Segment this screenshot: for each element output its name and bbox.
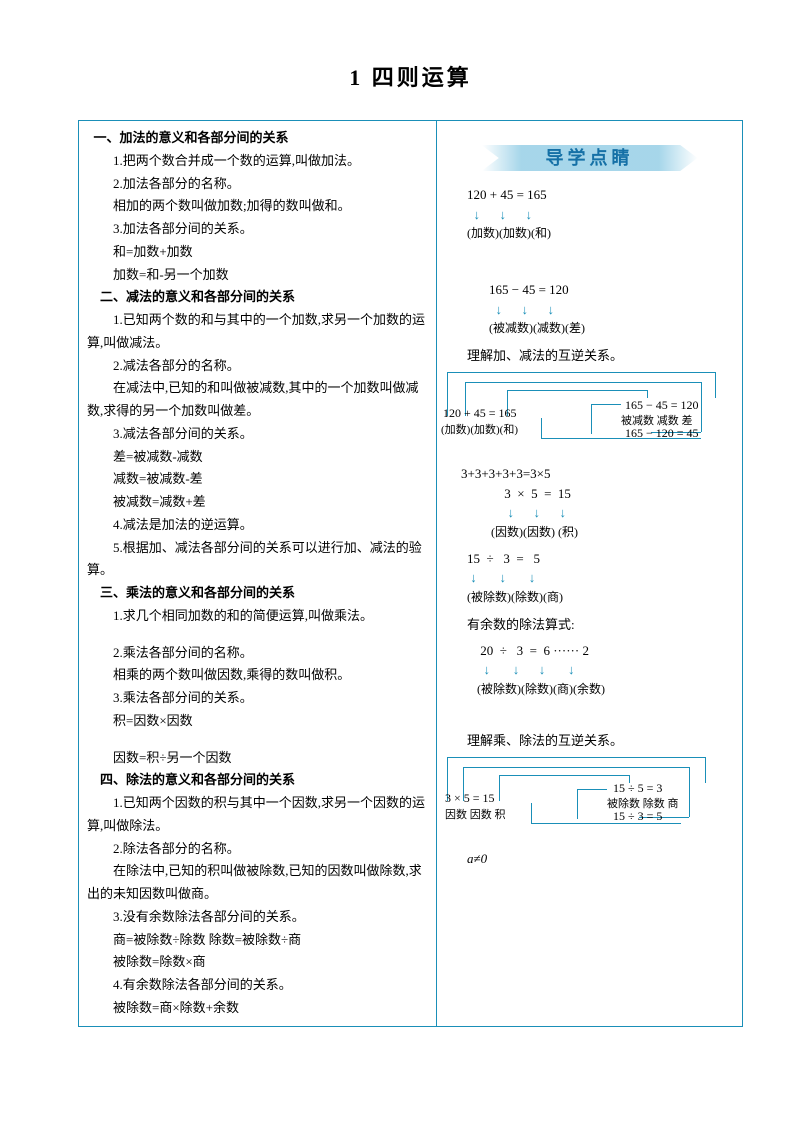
sub-eq: 165 − 45 = 120 — [489, 280, 738, 300]
s4-2b: 在除法中,已知的积叫做被除数,已知的因数叫做除数,求出的未知因数叫做商。 — [87, 860, 428, 906]
mul-eq: 3 × 5 = 15 — [501, 484, 738, 504]
subtraction-example: 165 − 45 = 120 ↓ ↓ ↓ (被减数)(减数)(差) — [489, 280, 738, 337]
s3-1: 1.求几个相同加数的和的简便运算,叫做乘法。 — [87, 605, 428, 628]
arrow-row: ↓ ↓ ↓ — [501, 503, 738, 523]
s2-2: 2.减法各部分的名称。 — [87, 355, 428, 378]
s2-4: 4.减法是加法的逆运算。 — [87, 514, 428, 537]
s2-2b: 在减法中,已知的和叫做被减数,其中的一个加数叫做减数,求得的另一个加数叫做差。 — [87, 377, 428, 423]
s1-3b: 和=加数+加数 — [87, 241, 428, 264]
s4-3: 3.没有余数除法各部分间的关系。 — [87, 906, 428, 929]
inverse-muldiv-diagram: 3 × 5 = 15 因数 因数 积 15 ÷ 5 = 3 被除数 除数 商 1… — [441, 751, 738, 841]
right-column: 导学点睛 120 + 45 = 165 ↓ ↓ ↓ (加数)(加数)(和) 16… — [437, 121, 742, 1026]
page-title: 1 四则运算 — [78, 60, 743, 92]
section-4-head: 四、除法的意义和各部分间的关系 — [87, 769, 428, 792]
div-labels: (被除数)(除数)(商) — [467, 588, 738, 606]
arrow-row: ↓ ↓ ↓ — [467, 205, 738, 225]
d2-left-eq: 3 × 5 = 15 — [445, 791, 495, 806]
s1-3c: 加数=和-另一个加数 — [87, 264, 428, 287]
addition-example: 120 + 45 = 165 ↓ ↓ ↓ (加数)(加数)(和) — [467, 185, 738, 242]
rem-eq: 20 ÷ 3 = 6 ······ 2 — [477, 641, 738, 661]
left-column: 一、加法的意义和各部分间的关系 1.把两个数合并成一个数的运算,叫做加法。 2.… — [79, 121, 437, 1026]
s1-2b: 相加的两个数叫做加数;加得的数叫做和。 — [87, 195, 428, 218]
s2-3b: 差=被减数-减数 — [87, 446, 428, 469]
s2-3c: 减数=被减数-差 — [87, 468, 428, 491]
arrow-row: ↓ ↓ ↓ — [489, 300, 738, 320]
d1-left-lbl: (加数)(加数)(和) — [441, 421, 518, 437]
rem-labels: (被除数)(除数)(商)(余数) — [477, 680, 738, 698]
mul-pre: 3+3+3+3+3=3×5 — [461, 464, 738, 484]
remainder-example: 20 ÷ 3 = 6 ······ 2 ↓ ↓ ↓ ↓ (被除数)(除数)(商)… — [477, 641, 738, 698]
section-2-head: 二、减法的意义和各部分间的关系 — [87, 286, 428, 309]
inverse-addsub-text: 理解加、减法的互逆关系。 — [441, 345, 738, 364]
s3-3b: 积=因数×因数 — [87, 710, 428, 733]
s1-1: 1.把两个数合并成一个数的运算,叫做加法。 — [87, 150, 428, 173]
s4-3b: 商=被除数÷除数 除数=被除数÷商 — [87, 929, 428, 952]
add-labels: (加数)(加数)(和) — [467, 224, 738, 242]
d1-left-eq: 120 + 45 = 165 — [443, 406, 517, 421]
arrow-row: ↓ ↓ ↓ — [467, 568, 738, 588]
mul-labels: (因数)(因数) (积) — [491, 523, 738, 541]
d2-left-lbl: 因数 因数 积 — [445, 806, 506, 822]
s2-5: 5.根据加、减法各部分间的关系可以进行加、减法的验算。 — [87, 537, 428, 583]
hint-banner: 导学点睛 — [490, 145, 690, 171]
s4-4: 4.有余数除法各部分间的关系。 — [87, 974, 428, 997]
s4-3c: 被除数=除数×商 — [87, 951, 428, 974]
multiplication-example: 3+3+3+3+3=3×5 3 × 5 = 15 ↓ ↓ ↓ (因数)(因数) … — [461, 464, 738, 541]
remainder-text: 有余数的除法算式: — [441, 614, 738, 633]
s4-1: 1.已知两个因数的积与其中一个因数,求另一个因数的运算,叫做除法。 — [87, 792, 428, 838]
s4-4b: 被除数=商×除数+余数 — [87, 997, 428, 1020]
s1-3: 3.加法各部分间的关系。 — [87, 218, 428, 241]
d1-r1: 165 − 45 = 120 — [625, 398, 699, 413]
add-eq: 120 + 45 = 165 — [467, 185, 738, 205]
s2-3d: 被减数=减数+差 — [87, 491, 428, 514]
s1-2: 2.加法各部分的名称。 — [87, 173, 428, 196]
s4-2: 2.除法各部分的名称。 — [87, 838, 428, 861]
sub-labels: (被减数)(减数)(差) — [489, 319, 738, 337]
s2-1: 1.已知两个数的和与其中的一个加数,求另一个加数的运算,叫做减法。 — [87, 309, 428, 355]
s3-2b: 相乘的两个数叫做因数,乘得的数叫做积。 — [87, 664, 428, 687]
hint-title: 导学点睛 — [490, 145, 690, 171]
a-neq-zero: a≠0 — [467, 851, 738, 867]
d2-r1: 15 ÷ 5 = 3 — [613, 781, 662, 796]
s3-3: 3.乘法各部分间的关系。 — [87, 687, 428, 710]
s3-2: 2.乘法各部分间的名称。 — [87, 642, 428, 665]
division-example: 15 ÷ 3 = 5 ↓ ↓ ↓ (被除数)(除数)(商) — [467, 549, 738, 606]
section-3-head: 三、乘法的意义和各部分间的关系 — [87, 582, 428, 605]
inverse-addsub-diagram: 120 + 45 = 165 (加数)(加数)(和) 165 − 45 = 12… — [441, 366, 738, 456]
arrow-row: ↓ ↓ ↓ ↓ — [477, 660, 738, 680]
s2-3: 3.减法各部分间的关系。 — [87, 423, 428, 446]
inverse-muldiv-text: 理解乘、除法的互逆关系。 — [441, 730, 738, 749]
section-1-head: 一、加法的意义和各部分间的关系 — [87, 127, 428, 150]
s3-3c: 因数=积÷另一个因数 — [87, 747, 428, 770]
content-columns: 一、加法的意义和各部分间的关系 1.把两个数合并成一个数的运算,叫做加法。 2.… — [78, 120, 743, 1027]
d2-r2: 15 ÷ 3 = 5 — [613, 809, 662, 824]
div-eq: 15 ÷ 3 = 5 — [467, 549, 738, 569]
